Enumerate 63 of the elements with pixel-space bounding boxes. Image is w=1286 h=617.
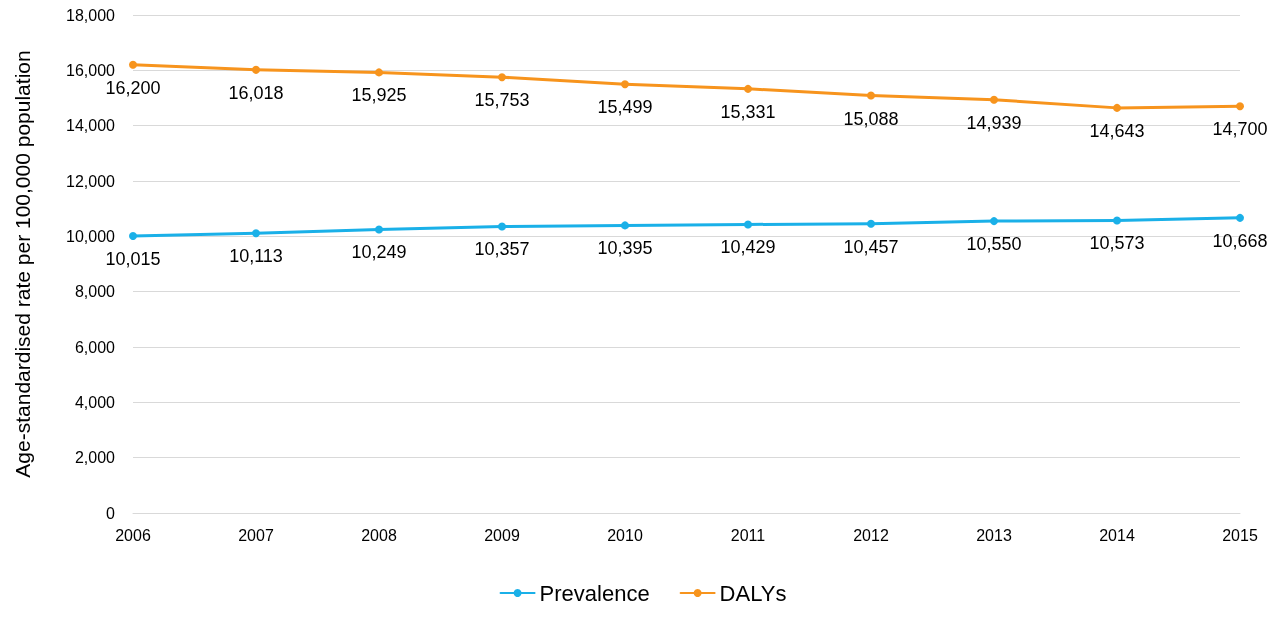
data-label: 10,395 [597, 238, 653, 259]
data-label: 10,357 [474, 239, 530, 260]
y-tick-label: 6,000 [74, 338, 116, 356]
x-tick-label: 2007 [238, 526, 274, 544]
data-label: 14,643 [1089, 120, 1145, 141]
point [498, 222, 506, 231]
data-label: 15,753 [474, 90, 530, 111]
data-label: 16,200 [105, 77, 161, 98]
y-axis-title: Age-standardised rate per 100,000 population [11, 50, 34, 478]
y-tick-label: 18,000 [66, 6, 116, 24]
y-tick-label: 16,000 [66, 61, 116, 79]
y-tick-label: 10,000 [66, 227, 116, 245]
data-label: 10,457 [843, 236, 899, 257]
x-tick-label: 2011 [730, 526, 766, 544]
point [375, 68, 383, 77]
x-tick-label: 2015 [1222, 526, 1258, 544]
y-tick-label: 0 [106, 504, 116, 522]
data-label: 16,018 [228, 82, 284, 103]
data-label: 14,939 [966, 112, 1022, 133]
y-tick-label: 2,000 [74, 449, 116, 467]
point [1113, 103, 1121, 112]
x-tick-label: 2009 [484, 526, 520, 544]
data-label: 15,925 [351, 85, 407, 106]
data-label: 10,113 [229, 246, 283, 267]
data-label: 10,550 [966, 234, 1022, 255]
x-tick-label: 2006 [115, 526, 151, 544]
point [867, 219, 875, 228]
data-label: 10,668 [1212, 230, 1268, 251]
data-label: 10,573 [1089, 233, 1145, 254]
point [990, 95, 998, 104]
point [129, 60, 137, 69]
y-tick-label: 4,000 [74, 393, 116, 411]
y-tick-label: 12,000 [66, 172, 116, 190]
point [621, 80, 629, 89]
point [498, 73, 506, 82]
legend-label: Prevalence [539, 580, 650, 606]
legend-label: DALYs [719, 580, 787, 606]
point [744, 84, 752, 93]
data-label: 10,015 [105, 248, 161, 269]
x-tick-label: 2010 [607, 526, 643, 544]
point [744, 220, 752, 229]
y-tick-label: 8,000 [74, 283, 116, 301]
data-label: 15,331 [720, 101, 776, 122]
point [375, 225, 383, 234]
data-label: 15,499 [597, 97, 653, 118]
point [1236, 213, 1244, 222]
x-tick-label: 2014 [1099, 526, 1135, 544]
data-label: 15,088 [843, 108, 899, 129]
point [129, 231, 137, 240]
data-label: 10,249 [351, 242, 407, 263]
point [1113, 216, 1121, 225]
x-tick-label: 2012 [853, 526, 889, 544]
y-tick-label: 14,000 [66, 117, 116, 135]
data-label: 10,429 [720, 237, 776, 258]
point [990, 217, 998, 226]
point [621, 221, 629, 230]
point [1236, 102, 1244, 111]
data-label: 14,700 [1212, 119, 1268, 140]
x-tick-label: 2008 [361, 526, 397, 544]
point [252, 229, 260, 238]
point [252, 65, 260, 74]
point [867, 91, 875, 100]
x-tick-label: 2013 [976, 526, 1012, 544]
